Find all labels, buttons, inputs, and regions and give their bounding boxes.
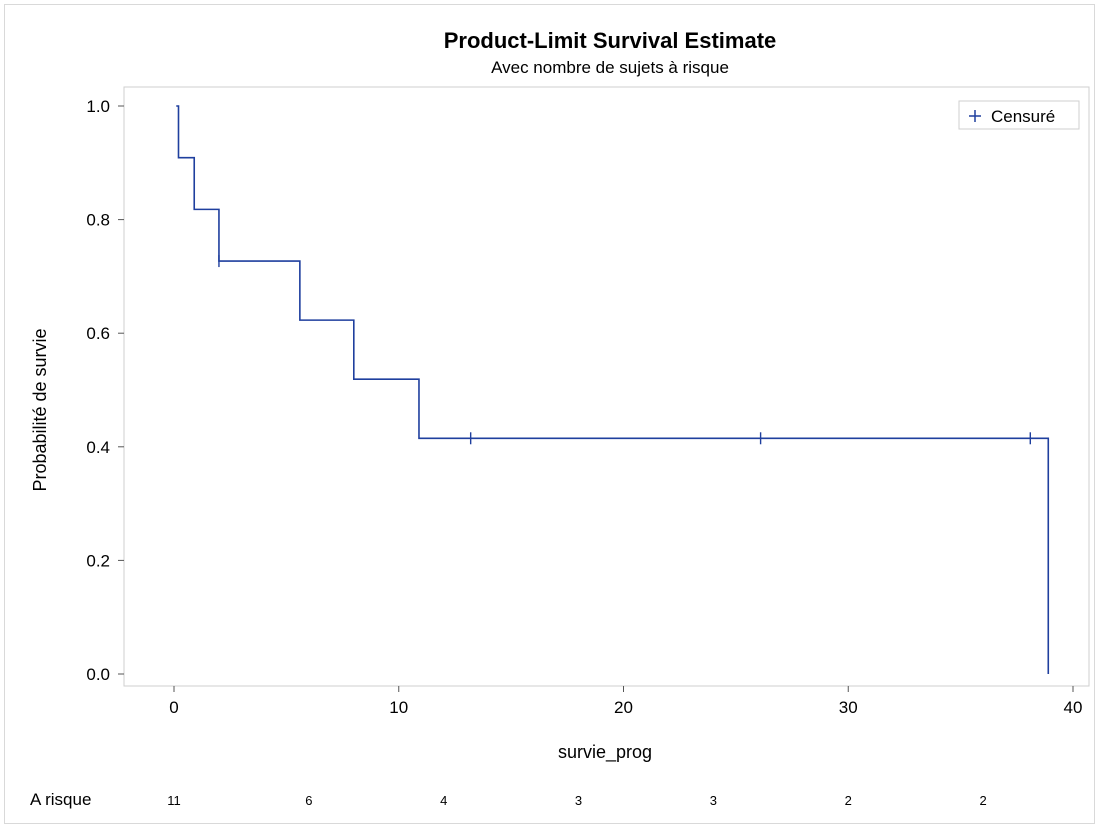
at-risk-count: 4 [440, 793, 447, 808]
at-risk-count: 2 [979, 793, 986, 808]
y-tick-label: 0.0 [86, 665, 110, 684]
at-risk-count: 3 [575, 793, 582, 808]
x-tick-label: 20 [614, 698, 633, 717]
y-tick-label: 0.4 [86, 438, 110, 457]
legend-box [958, 100, 1080, 130]
y-tick-label: 1.0 [86, 97, 110, 116]
at-risk-count: 2 [845, 793, 852, 808]
x-tick-label: 30 [839, 698, 858, 717]
y-tick-label: 0.6 [86, 324, 110, 343]
x-tick-label: 40 [1064, 698, 1083, 717]
at-risk-count: 11 [167, 793, 181, 808]
at-risk-count: 3 [710, 793, 717, 808]
plot-area [123, 86, 1090, 687]
y-axis-label: Probabilité de survie [30, 328, 50, 491]
chart-title: Product-Limit Survival Estimate [443, 28, 777, 53]
x-tick-label: 0 [169, 698, 178, 717]
x-tick-label: 10 [389, 698, 408, 717]
legend-label: Censuré [991, 107, 1055, 126]
survival-curve [176, 105, 1050, 674]
at-risk-count: 6 [305, 793, 312, 808]
x-axis-label: survie_prog [558, 742, 652, 763]
at-risk-label: A risque [30, 790, 91, 809]
y-tick-label: 0.8 [86, 211, 110, 230]
chart-frame [4, 4, 1095, 824]
y-tick-label: 0.2 [86, 551, 110, 570]
chart-subtitle: Avec nombre de sujets à risque [491, 58, 729, 77]
